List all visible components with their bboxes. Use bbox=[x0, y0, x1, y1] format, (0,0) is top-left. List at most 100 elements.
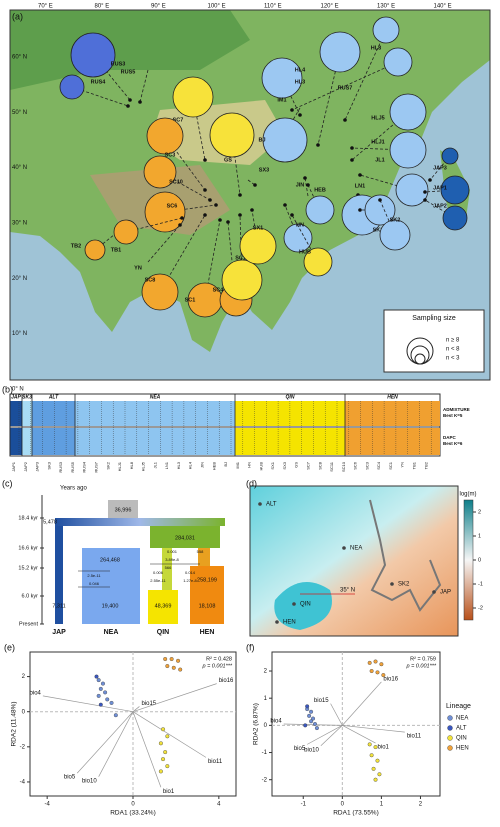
sample-circle bbox=[113, 219, 139, 245]
sample-point bbox=[375, 670, 380, 675]
biplot-arrow bbox=[342, 725, 376, 744]
lat-label: 10° N bbox=[12, 331, 27, 337]
sample-circle bbox=[389, 93, 427, 131]
population-label: HLJ5 bbox=[141, 461, 146, 471]
variable-label: bio4 bbox=[30, 690, 42, 696]
population-label: HN bbox=[296, 222, 304, 228]
site-dot bbox=[226, 220, 230, 224]
leader-line bbox=[304, 177, 309, 197]
population-label: JAP3 bbox=[35, 461, 40, 471]
site-dot bbox=[428, 178, 432, 182]
population-label: SC10 bbox=[341, 461, 346, 472]
legend-circle bbox=[414, 353, 426, 365]
sample-point bbox=[165, 664, 170, 669]
legend-item: n < 3 bbox=[446, 356, 460, 362]
site-dot bbox=[250, 208, 254, 212]
qin-branch bbox=[148, 590, 178, 624]
population-label: SX1 bbox=[270, 461, 275, 469]
y-axis-label: RDA2 (11.48%) bbox=[11, 701, 18, 746]
site-dot bbox=[203, 213, 207, 217]
legend-item: NEA bbox=[456, 716, 468, 722]
legend-swatch bbox=[447, 715, 453, 721]
hen-branch bbox=[190, 566, 224, 624]
site-label: QIN bbox=[300, 602, 311, 608]
ancestry-bar bbox=[22, 401, 32, 426]
site-dot bbox=[180, 216, 184, 220]
lat-label: 0° N bbox=[12, 386, 24, 392]
scale-label: -1 bbox=[478, 581, 483, 587]
biplot-arrow bbox=[132, 711, 207, 758]
sample-point bbox=[303, 723, 308, 728]
y-tick-label: -1 bbox=[262, 750, 268, 756]
sample-point bbox=[158, 741, 163, 746]
lon-label: 120° E bbox=[321, 4, 339, 10]
size-label: 7,311 bbox=[52, 603, 65, 609]
site-dot bbox=[343, 118, 347, 122]
variable-label: bio11 bbox=[407, 734, 422, 740]
ancestry-bar bbox=[345, 428, 440, 455]
population-label: SC1 bbox=[388, 461, 393, 470]
lat-label: 30° N bbox=[12, 220, 27, 226]
site-dot bbox=[178, 223, 182, 227]
population-label: SK3 bbox=[373, 227, 384, 233]
sample-circle bbox=[262, 117, 308, 163]
population-label: SX1 bbox=[253, 225, 263, 231]
x-tick-label: -1 bbox=[301, 802, 307, 808]
sample-point bbox=[103, 690, 108, 695]
site-dot bbox=[126, 104, 130, 108]
population-label: RUS4 bbox=[91, 79, 107, 85]
lat-label: 50° N bbox=[12, 110, 27, 116]
population-label: SC4 bbox=[376, 461, 381, 470]
biplot-arrow bbox=[76, 711, 134, 774]
site-dot bbox=[218, 218, 222, 222]
sample-circle bbox=[209, 112, 255, 158]
legend-title: Lineage bbox=[446, 703, 471, 710]
sample-point bbox=[100, 681, 105, 686]
leader-line bbox=[291, 61, 399, 111]
qin-stem bbox=[162, 548, 172, 590]
sample-point bbox=[311, 716, 316, 721]
site-dot bbox=[423, 198, 427, 202]
population-label: HL3 bbox=[176, 461, 181, 469]
sample-point bbox=[158, 769, 163, 774]
population-label: GS bbox=[224, 157, 232, 163]
scale-label: -2 bbox=[478, 605, 483, 611]
sample-point bbox=[305, 704, 310, 709]
lon-label: 90° E bbox=[151, 4, 166, 10]
y-axis-label: RDA2 (6.87%) bbox=[253, 703, 260, 745]
x-tick-label: 0 bbox=[131, 802, 135, 808]
lineage-label: JAP bbox=[52, 629, 66, 636]
row-label: Best K=6 bbox=[443, 441, 463, 446]
population-label: RUS3 bbox=[111, 61, 126, 67]
variable-label: bio4 bbox=[270, 719, 282, 725]
biplot-arrow bbox=[330, 703, 343, 726]
biplot-arrow bbox=[283, 723, 343, 726]
sample-point bbox=[105, 697, 110, 702]
r-squared: R² = 0.759 bbox=[410, 656, 436, 662]
lat-label: 20° N bbox=[12, 276, 27, 282]
y-tick-label: 0 bbox=[22, 709, 26, 715]
site-dot bbox=[238, 213, 242, 217]
population-label: SC3 bbox=[165, 152, 176, 158]
sample-point bbox=[161, 757, 166, 762]
scale-title: log(m) bbox=[459, 492, 476, 498]
map-frame bbox=[9, 9, 491, 381]
legend-title: Sampling size bbox=[412, 315, 456, 322]
sample-circle bbox=[395, 173, 429, 207]
variable-label: bio5 bbox=[64, 775, 76, 781]
site-label: JAP bbox=[440, 590, 451, 596]
biplot-arrow bbox=[342, 725, 405, 733]
legend-item: QIN bbox=[456, 736, 467, 742]
site-point bbox=[390, 582, 394, 586]
parallel-label: 35° N bbox=[340, 588, 355, 594]
leader-line bbox=[291, 214, 319, 263]
ancestry-bar bbox=[75, 401, 235, 426]
sample-point bbox=[96, 678, 101, 683]
group-label: JAP bbox=[11, 394, 21, 400]
group-label: QIN bbox=[286, 394, 295, 400]
site-point bbox=[258, 502, 262, 506]
panel-label: (a) bbox=[12, 11, 23, 21]
site-dot bbox=[283, 203, 287, 207]
sample-point bbox=[369, 669, 374, 674]
population-label: GS bbox=[294, 462, 299, 468]
